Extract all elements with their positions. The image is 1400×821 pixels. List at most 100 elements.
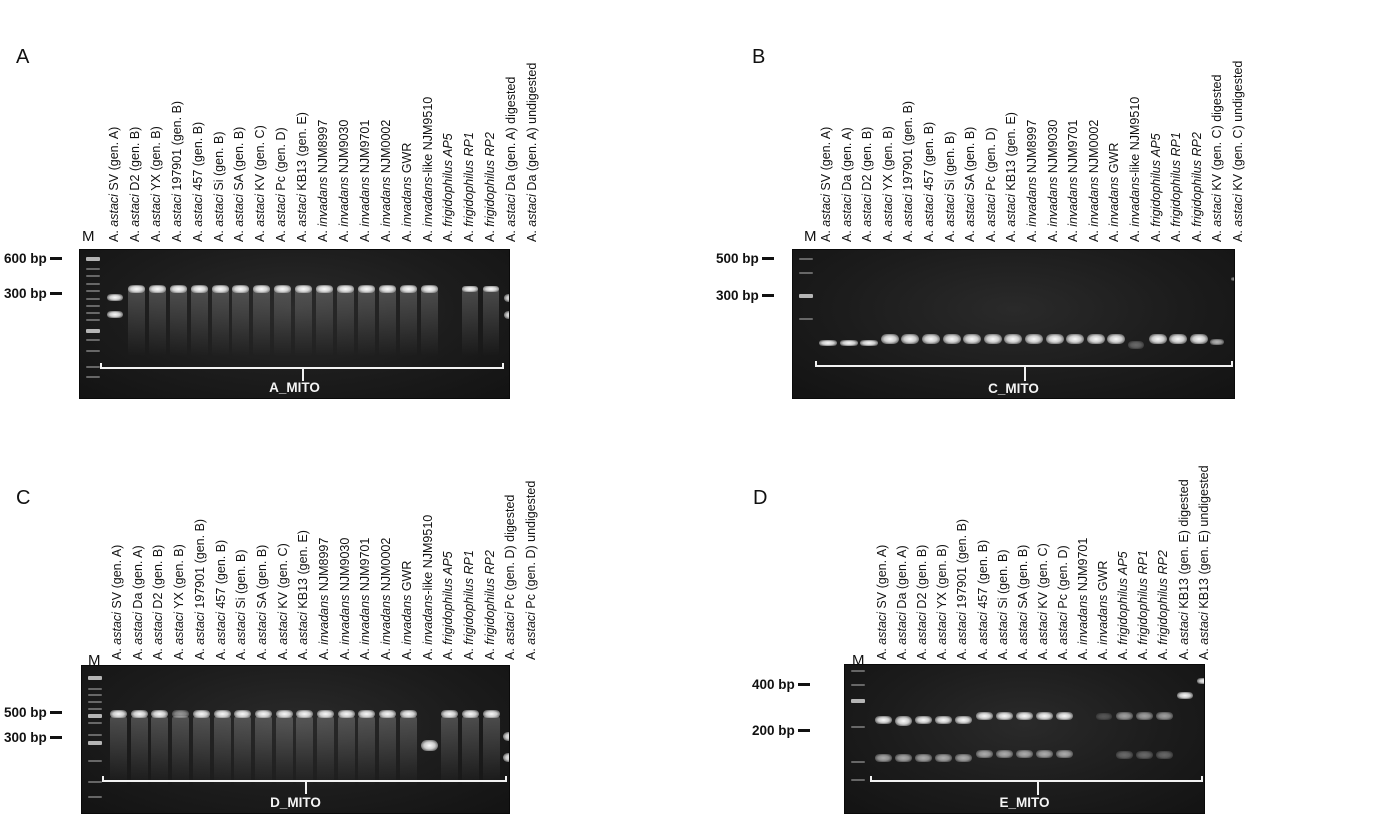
tick-mark — [49, 292, 62, 295]
ladder-band — [88, 781, 102, 783]
dna-smear — [254, 716, 272, 786]
size-marker-500bp: 500 bp — [4, 705, 62, 720]
dna-band — [955, 754, 973, 762]
dna-smear — [234, 716, 252, 786]
dna-band — [935, 716, 953, 724]
lane-label: A. astaci KV (gen. C) — [253, 125, 268, 242]
ladder-band — [851, 779, 865, 781]
dna-band — [337, 710, 355, 718]
size-marker-500bp: 500 bp — [716, 251, 774, 266]
size-marker-300bp: 300 bp — [716, 288, 774, 303]
lane-label: A. astaci Da (gen. A) — [130, 545, 145, 660]
dna-smear — [483, 286, 500, 356]
lane-label: A. astaci 197901 (gen. B) — [169, 100, 184, 242]
tick-mark — [797, 729, 810, 732]
dna-band — [169, 285, 187, 293]
lane-label: A. astaci SV (gen. A) — [819, 126, 833, 242]
dna-band — [901, 334, 920, 344]
lane-label: A. astaci SA (gen. B) — [1015, 544, 1030, 660]
dna-smear — [190, 286, 208, 356]
lane-label: A. frigidophilus RP2 — [1156, 550, 1171, 660]
marker-lane-label: M — [88, 652, 101, 669]
dna-band — [127, 285, 145, 293]
lane-label: A. astaci KV (gen. C) — [275, 543, 290, 660]
dna-band — [1086, 334, 1105, 344]
tick-mark — [761, 294, 774, 297]
lane-label: A. invadans GWR — [1096, 560, 1111, 660]
lane-label: A. astaci YX (gen. B) — [935, 544, 950, 660]
lane-label: A. astaci 197901 (gen. B) — [192, 518, 207, 660]
lane-label: A. frigidophilus RP2 — [483, 132, 498, 242]
dna-smear — [148, 286, 166, 356]
ladder-band — [88, 676, 102, 680]
dna-smear — [358, 716, 376, 786]
lane-label: A. astaci 457 (gen. B) — [190, 121, 205, 242]
dna-band — [357, 285, 375, 293]
ladder-band — [86, 312, 100, 314]
dna-band — [1015, 750, 1033, 758]
dna-band — [1004, 334, 1023, 344]
tick-mark — [49, 711, 62, 714]
dna-band — [1045, 334, 1064, 344]
dna-band — [379, 710, 397, 718]
size-marker-300bp: 300 bp — [4, 286, 62, 301]
lane-label: A. frigidophilus RP1 — [1169, 132, 1184, 242]
dna-band — [1156, 712, 1174, 720]
lane-label: A. astaci Da (gen. A) — [839, 127, 854, 242]
lane-label: A. astaci Si (gen. B) — [211, 131, 226, 242]
dna-band — [399, 285, 417, 293]
lane-label: A. astaci Si (gen. B) — [942, 131, 957, 242]
dna-band — [107, 311, 123, 318]
lane-label: A. invadans NJM9701 — [357, 119, 372, 242]
dna-band — [1055, 750, 1073, 758]
bracket-stem — [304, 782, 307, 794]
lane-label: A. invadans GWR — [399, 560, 414, 660]
dna-band — [995, 750, 1013, 758]
dna-band — [172, 710, 190, 718]
dna-band — [317, 710, 334, 718]
dna-band — [130, 710, 148, 718]
ladder-band — [88, 760, 102, 762]
panel-letter: C — [16, 487, 31, 509]
ladder-band — [86, 290, 100, 292]
dna-band — [955, 716, 973, 724]
lane-label: A. astaci D2 (gen. B) — [860, 126, 875, 242]
dna-band — [1015, 712, 1033, 720]
panel-letter: D — [753, 487, 768, 509]
dna-smear — [172, 716, 190, 786]
ladder-band — [88, 694, 102, 696]
lane-label: A. invadans-like NJM9510 — [420, 96, 435, 242]
ladder-band — [86, 329, 100, 333]
dna-smear — [232, 286, 250, 356]
ladder-band — [86, 305, 100, 307]
ladder-band — [88, 734, 102, 736]
marker-lane-label: M — [804, 228, 817, 245]
dna-smear — [110, 716, 127, 786]
size-marker-600bp: 600 bp — [4, 251, 62, 266]
lane-label: A. astaci YX (gen. B) — [172, 544, 187, 660]
lane-label: A. astaci KV (gen. C) digested — [1210, 74, 1225, 242]
dna-band — [504, 294, 509, 302]
lane-bracket — [102, 776, 507, 782]
lane-label: A. astaci 457 (gen. B) — [213, 539, 228, 660]
dna-smear — [462, 286, 479, 356]
lane-label: A. astaci SV (gen. A) — [110, 544, 124, 660]
lane-label: A. invadans NJM9701 — [1066, 119, 1081, 242]
dna-band — [1116, 751, 1134, 759]
lane-label: A. frigidophilus AP5 — [441, 551, 456, 660]
ladder-band — [799, 258, 813, 260]
ladder-band — [88, 741, 102, 745]
lane-label: A. astaci D2 (gen. B) — [151, 544, 166, 660]
lane-label: A. frigidophilus AP5 — [1148, 133, 1163, 242]
lane-label: A. astaci KB13 (gen. E) — [295, 112, 310, 242]
dna-band — [935, 754, 953, 762]
lane-label: A. astaci KB13 (gen. E) — [296, 530, 311, 660]
dna-smear — [211, 286, 229, 356]
dna-band — [819, 340, 837, 346]
dna-band — [1025, 334, 1043, 344]
ladder-band — [86, 319, 100, 321]
dna-band — [895, 716, 913, 726]
gene-label: D_MITO — [270, 795, 321, 810]
lane-label: A. frigidophilus RP2 — [482, 550, 497, 660]
dna-smear — [482, 716, 500, 786]
